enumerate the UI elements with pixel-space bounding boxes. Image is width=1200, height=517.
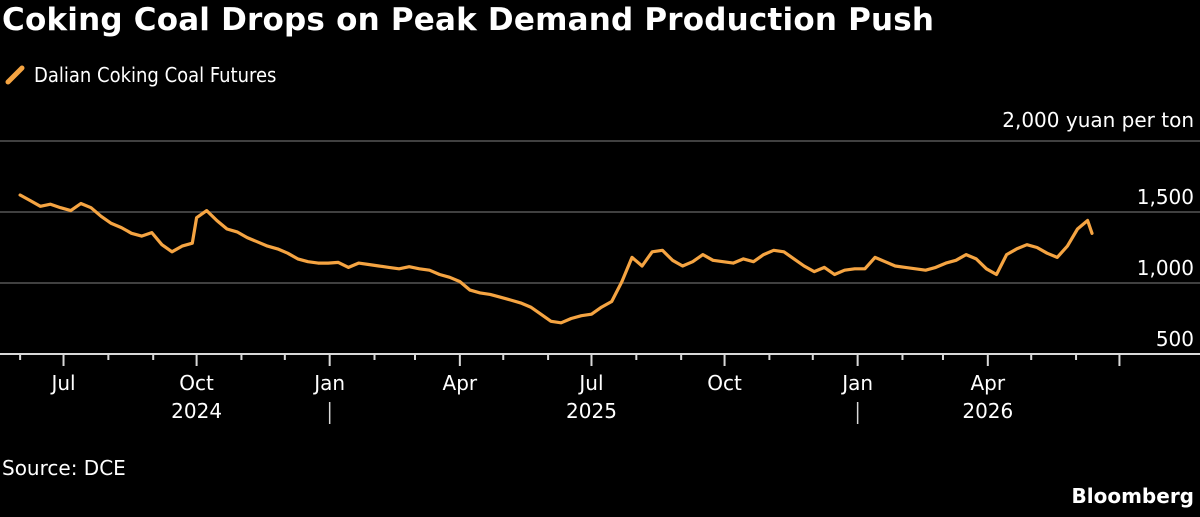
source-note: Source: DCE bbox=[2, 456, 126, 480]
x-tick-label: Jul bbox=[577, 371, 603, 395]
x-tick-label: Oct bbox=[707, 371, 742, 395]
series-line bbox=[18, 193, 1094, 325]
x-tick-label: Jul bbox=[49, 371, 75, 395]
x-tick-label: Jan bbox=[840, 371, 873, 395]
x-tick-label: Apr bbox=[971, 371, 1006, 395]
legend: Dalian Coking Coal Futures bbox=[4, 60, 276, 90]
legend-swatch-icon bbox=[5, 65, 25, 85]
y-tick-label: 1,500 bbox=[1137, 185, 1194, 209]
y-tick-label: 1,000 bbox=[1137, 256, 1194, 280]
x-tick-label: Apr bbox=[443, 371, 478, 395]
y-axis-unit-label: 2,000 yuan per ton bbox=[1002, 108, 1194, 132]
x-tick-label: Oct bbox=[179, 371, 214, 395]
x-year-label: 2026 bbox=[962, 399, 1013, 423]
y-tick-label: 500 bbox=[1156, 327, 1194, 351]
x-year-label: 2025 bbox=[566, 399, 617, 423]
x-tick-label: Jan bbox=[312, 371, 345, 395]
bloomberg-logo: Bloomberg bbox=[1071, 484, 1194, 508]
x-year-label: 2024 bbox=[171, 399, 222, 423]
legend-label: Dalian Coking Coal Futures bbox=[34, 63, 277, 87]
chart-title: Coking Coal Drops on Peak Demand Product… bbox=[2, 2, 935, 38]
